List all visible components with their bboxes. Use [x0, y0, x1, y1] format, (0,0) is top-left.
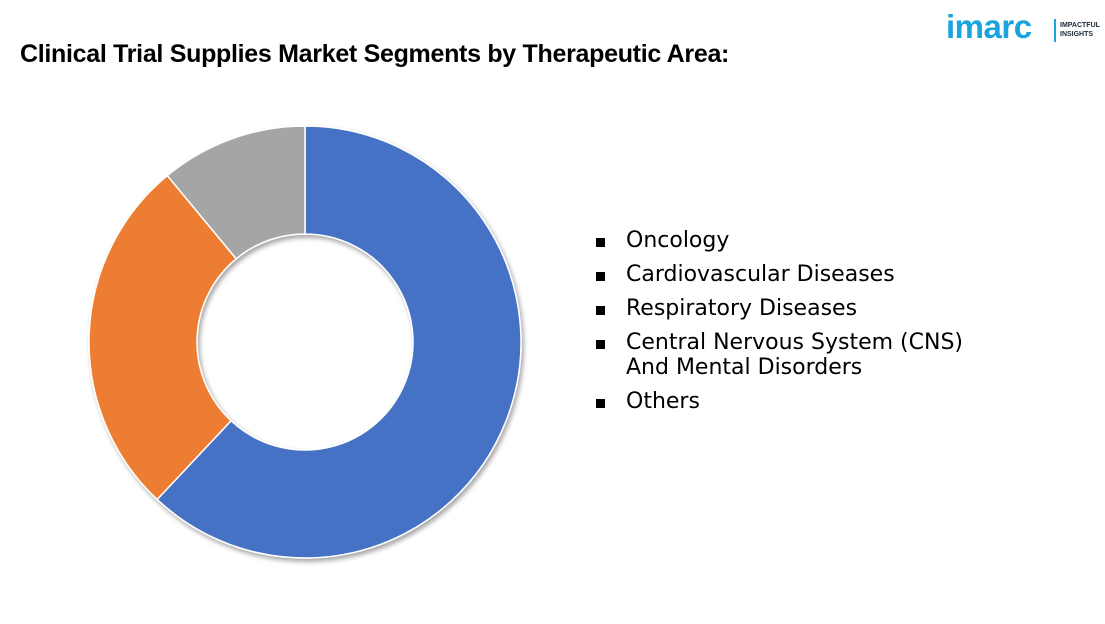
logo-tagline-line-1: IMPACTFUL: [1060, 22, 1100, 29]
logo-tagline-line-2: INSIGHTS: [1060, 31, 1094, 38]
legend-item: Cardiovascular Diseases: [596, 262, 1006, 287]
donut-slice-3: [166, 125, 306, 260]
legend: Oncology Cardiovascular Diseases Respirato…: [596, 228, 1006, 423]
imarc-logo: imarc IMPACTFUL INSIGHTS: [946, 6, 1100, 48]
legend-label: Oncology: [626, 228, 730, 253]
logo-divider: [1054, 19, 1056, 42]
legend-label: Cardiovascular Diseases: [626, 262, 895, 287]
donut-chart: [88, 125, 522, 559]
page-title: Clinical Trial Supplies Market Segments …: [20, 40, 730, 68]
legend-bullet: [596, 238, 605, 247]
legend-label: Respiratory Diseases: [626, 296, 858, 321]
legend-item: Respiratory Diseases: [596, 296, 1006, 321]
legend-bullet: [596, 306, 605, 315]
legend-item: Central Nervous System (CNS) And Mental …: [596, 330, 1006, 380]
legend-item: Oncology: [596, 228, 1006, 253]
logo-tagline: IMPACTFUL INSIGHTS: [1060, 21, 1100, 39]
donut-slices: [88, 125, 522, 559]
legend-item: Others: [596, 389, 1006, 414]
legend-label: Central Nervous System (CNS) And Mental …: [626, 330, 963, 380]
donut-slice-1: [156, 125, 522, 559]
donut-slice-2: [88, 174, 238, 501]
legend-bullet: [596, 340, 605, 349]
logo-wordmark: imarc: [946, 8, 1032, 45]
legend-bullet: [596, 272, 605, 281]
legend-label: Others: [626, 389, 700, 414]
legend-bullet: [596, 399, 605, 408]
